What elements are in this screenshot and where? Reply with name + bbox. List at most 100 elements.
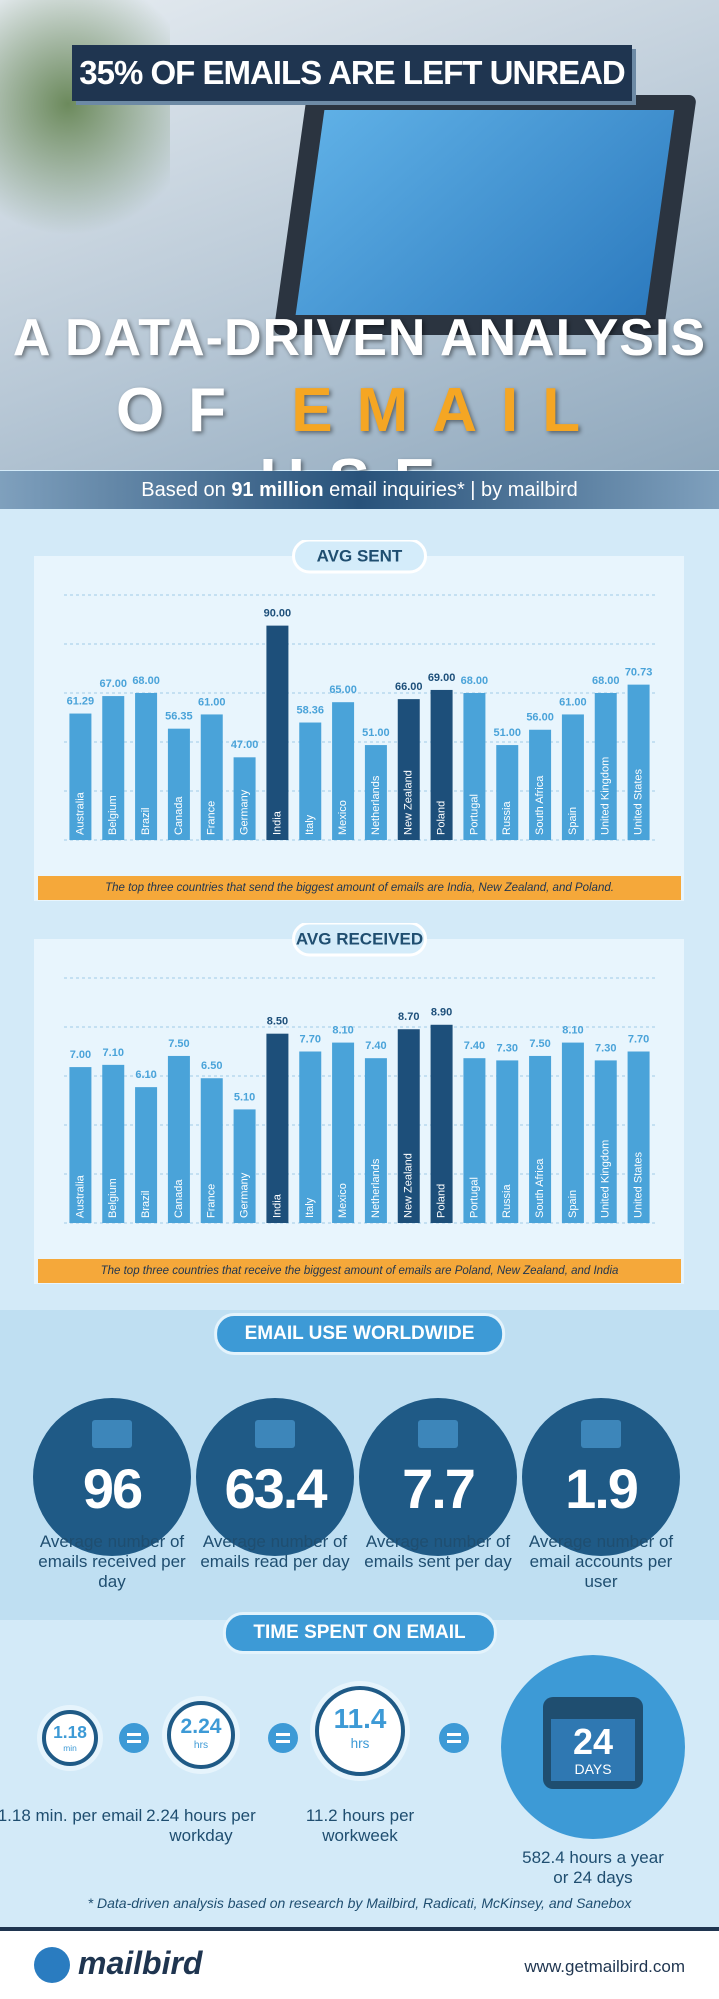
value-label: 69.00 [428, 672, 456, 684]
bar [69, 1067, 92, 1223]
bar [364, 745, 387, 840]
hero: 35% OF EMAILS ARE LEFT UNREAD A DATA-DRI… [0, 0, 719, 516]
equals [439, 1723, 469, 1753]
calendar-face [551, 1719, 635, 1781]
x-tick-label: Russia [501, 1183, 513, 1218]
value-label: 56.00 [526, 712, 554, 724]
bar [167, 1055, 190, 1223]
x-tick-label: Canada [173, 1179, 185, 1218]
x-tick-label: Belgium [107, 795, 119, 835]
banner [72, 45, 632, 101]
envelope-icon [418, 1420, 458, 1448]
value-label: 56.35 [165, 711, 193, 723]
title-line1: A DATA-DRIVEN ANALYSIS [12, 309, 707, 367]
value-label: 8.10 [562, 1024, 583, 1036]
x-tick-label: United Kingdom [600, 1140, 612, 1218]
value-label: 7.50 [168, 1038, 189, 1050]
bar [200, 1078, 223, 1223]
envelope-icon [255, 1420, 295, 1448]
value-label: 7.10 [103, 1047, 124, 1059]
clock: 2.24 hrs [167, 1701, 235, 1769]
bar [299, 1051, 322, 1223]
title-pill [292, 540, 427, 574]
logo-icon [34, 1947, 70, 1983]
bar [496, 745, 519, 840]
x-tick-label: Italy [304, 1197, 316, 1218]
bar [561, 714, 584, 840]
stat-circle: 63.4 [196, 1398, 354, 1556]
value-label: 47.00 [231, 739, 259, 751]
value-label: 51.00 [362, 727, 390, 739]
plant [0, 0, 170, 260]
title-of: OF [115, 376, 251, 445]
equals [268, 1723, 298, 1753]
x-tick-label: United States [632, 768, 644, 835]
x-tick-label: France [206, 1184, 218, 1218]
bar [430, 689, 453, 840]
bar [496, 1060, 519, 1223]
value-label: 7.00 [70, 1049, 91, 1061]
footer: mailbird www.getmailbird.com [0, 1927, 719, 1999]
footnote: * Data-driven analysis based on research… [87, 1895, 632, 1911]
value-label: 8.70 [398, 1011, 419, 1023]
clock: 1.18 min [42, 1710, 98, 1766]
x-tick-label: United States [632, 1151, 644, 1218]
x-tick-label: New Zealand [403, 770, 415, 835]
subtitle-pre: Based on [141, 479, 232, 501]
x-tick-label: United Kingdom [600, 757, 612, 835]
calendar-value: 24 [572, 1721, 614, 1762]
bar [332, 702, 355, 840]
chart: AVG RECEIVED 7.00 Australia 7.10 Belgium 6.10… [38, 923, 681, 1283]
bar [135, 1087, 158, 1223]
bar [397, 1029, 420, 1223]
clock-value: 1.18 [53, 1721, 87, 1742]
value-label: 58.36 [296, 704, 324, 716]
calendar-unit: DAYS [574, 1761, 612, 1777]
value-label: 67.00 [99, 678, 127, 690]
x-tick-label: Spain [567, 807, 579, 835]
stat-value: 96 [82, 1457, 143, 1520]
value-label: 7.50 [529, 1038, 550, 1050]
stat-circle: 7.7 [359, 1398, 517, 1556]
calendar-label: 582.4 hours a year or 24 days [522, 1848, 664, 1887]
bar [233, 757, 256, 840]
x-tick-label: Spain [567, 1190, 579, 1218]
envelope-icon [581, 1420, 621, 1448]
stat-value: 63.4 [224, 1457, 328, 1520]
x-tick-label: Netherlands [370, 775, 382, 835]
value-label: 65.00 [329, 684, 357, 696]
x-tick-label: Australia [74, 791, 86, 835]
clock-unit: min [63, 1742, 77, 1753]
value-label: 61.00 [559, 696, 587, 708]
value-label: 7.40 [365, 1040, 386, 1052]
bar [69, 713, 92, 840]
bar [594, 693, 617, 840]
x-tick-label: Mexico [337, 800, 349, 835]
stat-label: Average number of emails received per da… [38, 1532, 186, 1591]
bar [529, 1055, 552, 1223]
clock-value: 11.4 [333, 1702, 387, 1734]
x-tick-label: Canada [173, 796, 185, 835]
x-tick-label: South Africa [534, 1158, 546, 1218]
bar [266, 625, 289, 840]
subtitle: Based on 91 million email inquiries* | b… [0, 471, 719, 509]
value-label: 68.00 [592, 675, 620, 687]
annotation-band [38, 1259, 681, 1283]
value-label: 70.73 [625, 667, 653, 679]
chart: AVG SENT 61.29 Australia 67.00 Belgium 68.00 B… [38, 540, 681, 900]
title-email: EMAIL [291, 376, 604, 445]
bar [463, 693, 486, 840]
bar [102, 1064, 125, 1223]
section-title: EMAIL USE WORLDWIDE [213, 1313, 506, 1355]
value-label: 8.90 [431, 1007, 452, 1019]
stat-circle: 96 [33, 1398, 191, 1556]
value-label: 61.29 [67, 695, 95, 707]
value-label: 66.00 [395, 681, 423, 693]
x-tick-label: Belgium [107, 1178, 119, 1218]
x-tick-label: Mexico [337, 1183, 349, 1218]
x-tick-label: France [206, 801, 218, 835]
x-tick-label: Brazil [140, 807, 152, 835]
stat-value: 7.7 [402, 1457, 476, 1520]
value-label: 6.10 [135, 1069, 156, 1081]
